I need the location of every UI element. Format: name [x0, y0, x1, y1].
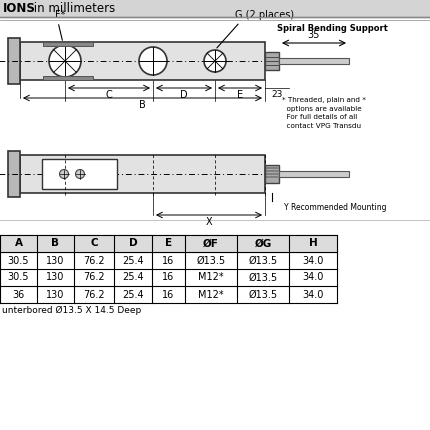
- Text: 25.4: 25.4: [122, 273, 144, 283]
- Text: in millimeters: in millimeters: [30, 3, 115, 15]
- Text: IONS: IONS: [3, 3, 36, 15]
- Text: D: D: [129, 239, 137, 249]
- Text: 25.4: 25.4: [122, 255, 144, 265]
- Circle shape: [59, 169, 68, 178]
- Text: 34.0: 34.0: [302, 255, 324, 265]
- Bar: [0, 0, 430, 17]
- Bar: [20, 155, 265, 193]
- Bar: [0, 100, 430, 220]
- Circle shape: [204, 50, 226, 72]
- Text: For full details of all: For full details of all: [282, 114, 357, 120]
- Text: M12*: M12*: [198, 289, 224, 300]
- Text: 130: 130: [46, 255, 64, 265]
- Text: ØF: ØF: [203, 239, 219, 249]
- Bar: [43, 76, 93, 80]
- Bar: [8, 38, 20, 84]
- Text: 76.2: 76.2: [83, 255, 105, 265]
- Text: 34.0: 34.0: [302, 289, 324, 300]
- Text: Ø13.5: Ø13.5: [249, 273, 277, 283]
- Text: 76.2: 76.2: [83, 273, 105, 283]
- Text: 130: 130: [46, 273, 64, 283]
- Text: B: B: [139, 100, 146, 110]
- Text: 76.2: 76.2: [83, 289, 105, 300]
- Bar: [43, 42, 93, 46]
- Text: 34.0: 34.0: [302, 273, 324, 283]
- Text: 16: 16: [163, 255, 175, 265]
- Bar: [0, 20, 430, 130]
- Text: F*: F*: [55, 10, 65, 20]
- Text: * Threaded, plain and *: * Threaded, plain and *: [282, 97, 366, 103]
- Text: options are available: options are available: [282, 105, 362, 111]
- Text: 36: 36: [12, 289, 25, 300]
- Bar: [20, 42, 265, 80]
- Text: A: A: [15, 239, 22, 249]
- Circle shape: [139, 47, 167, 75]
- Text: C: C: [90, 239, 98, 249]
- Text: M12*: M12*: [198, 273, 224, 283]
- Text: G (2 places): G (2 places): [235, 10, 294, 20]
- Bar: [42, 159, 117, 189]
- Text: Ø13.5: Ø13.5: [249, 289, 277, 300]
- Text: 130: 130: [46, 289, 64, 300]
- Text: C: C: [106, 90, 112, 100]
- Bar: [265, 165, 279, 183]
- Text: contact VPG Transdu: contact VPG Transdu: [282, 123, 361, 129]
- Text: 30.5: 30.5: [8, 255, 29, 265]
- Text: Ø13.5: Ø13.5: [249, 255, 277, 265]
- Bar: [279, 171, 349, 177]
- Text: 35: 35: [308, 30, 320, 40]
- Bar: [279, 58, 349, 64]
- Circle shape: [76, 169, 85, 178]
- Text: unterbored Ø13.5 X 14.5 Deep: unterbored Ø13.5 X 14.5 Deep: [2, 306, 141, 315]
- Text: E: E: [165, 239, 172, 249]
- Bar: [0, 235, 337, 252]
- Text: H: H: [309, 239, 317, 249]
- Text: Y Recommended Mounting: Y Recommended Mounting: [284, 203, 387, 212]
- Circle shape: [49, 45, 81, 77]
- Text: B: B: [52, 239, 59, 249]
- Text: E: E: [237, 90, 243, 100]
- Text: 25.4: 25.4: [122, 289, 144, 300]
- Text: D: D: [180, 90, 188, 100]
- Text: X: X: [206, 217, 212, 227]
- Bar: [8, 151, 20, 197]
- Text: Spiral Bending Support: Spiral Bending Support: [277, 24, 388, 33]
- Text: 16: 16: [163, 289, 175, 300]
- Text: ØG: ØG: [255, 239, 272, 249]
- Text: Ø13.5: Ø13.5: [197, 255, 226, 265]
- Bar: [265, 52, 279, 70]
- Text: 23: 23: [271, 90, 283, 99]
- Text: 16: 16: [163, 273, 175, 283]
- Bar: [0, 235, 337, 303]
- Text: 30.5: 30.5: [8, 273, 29, 283]
